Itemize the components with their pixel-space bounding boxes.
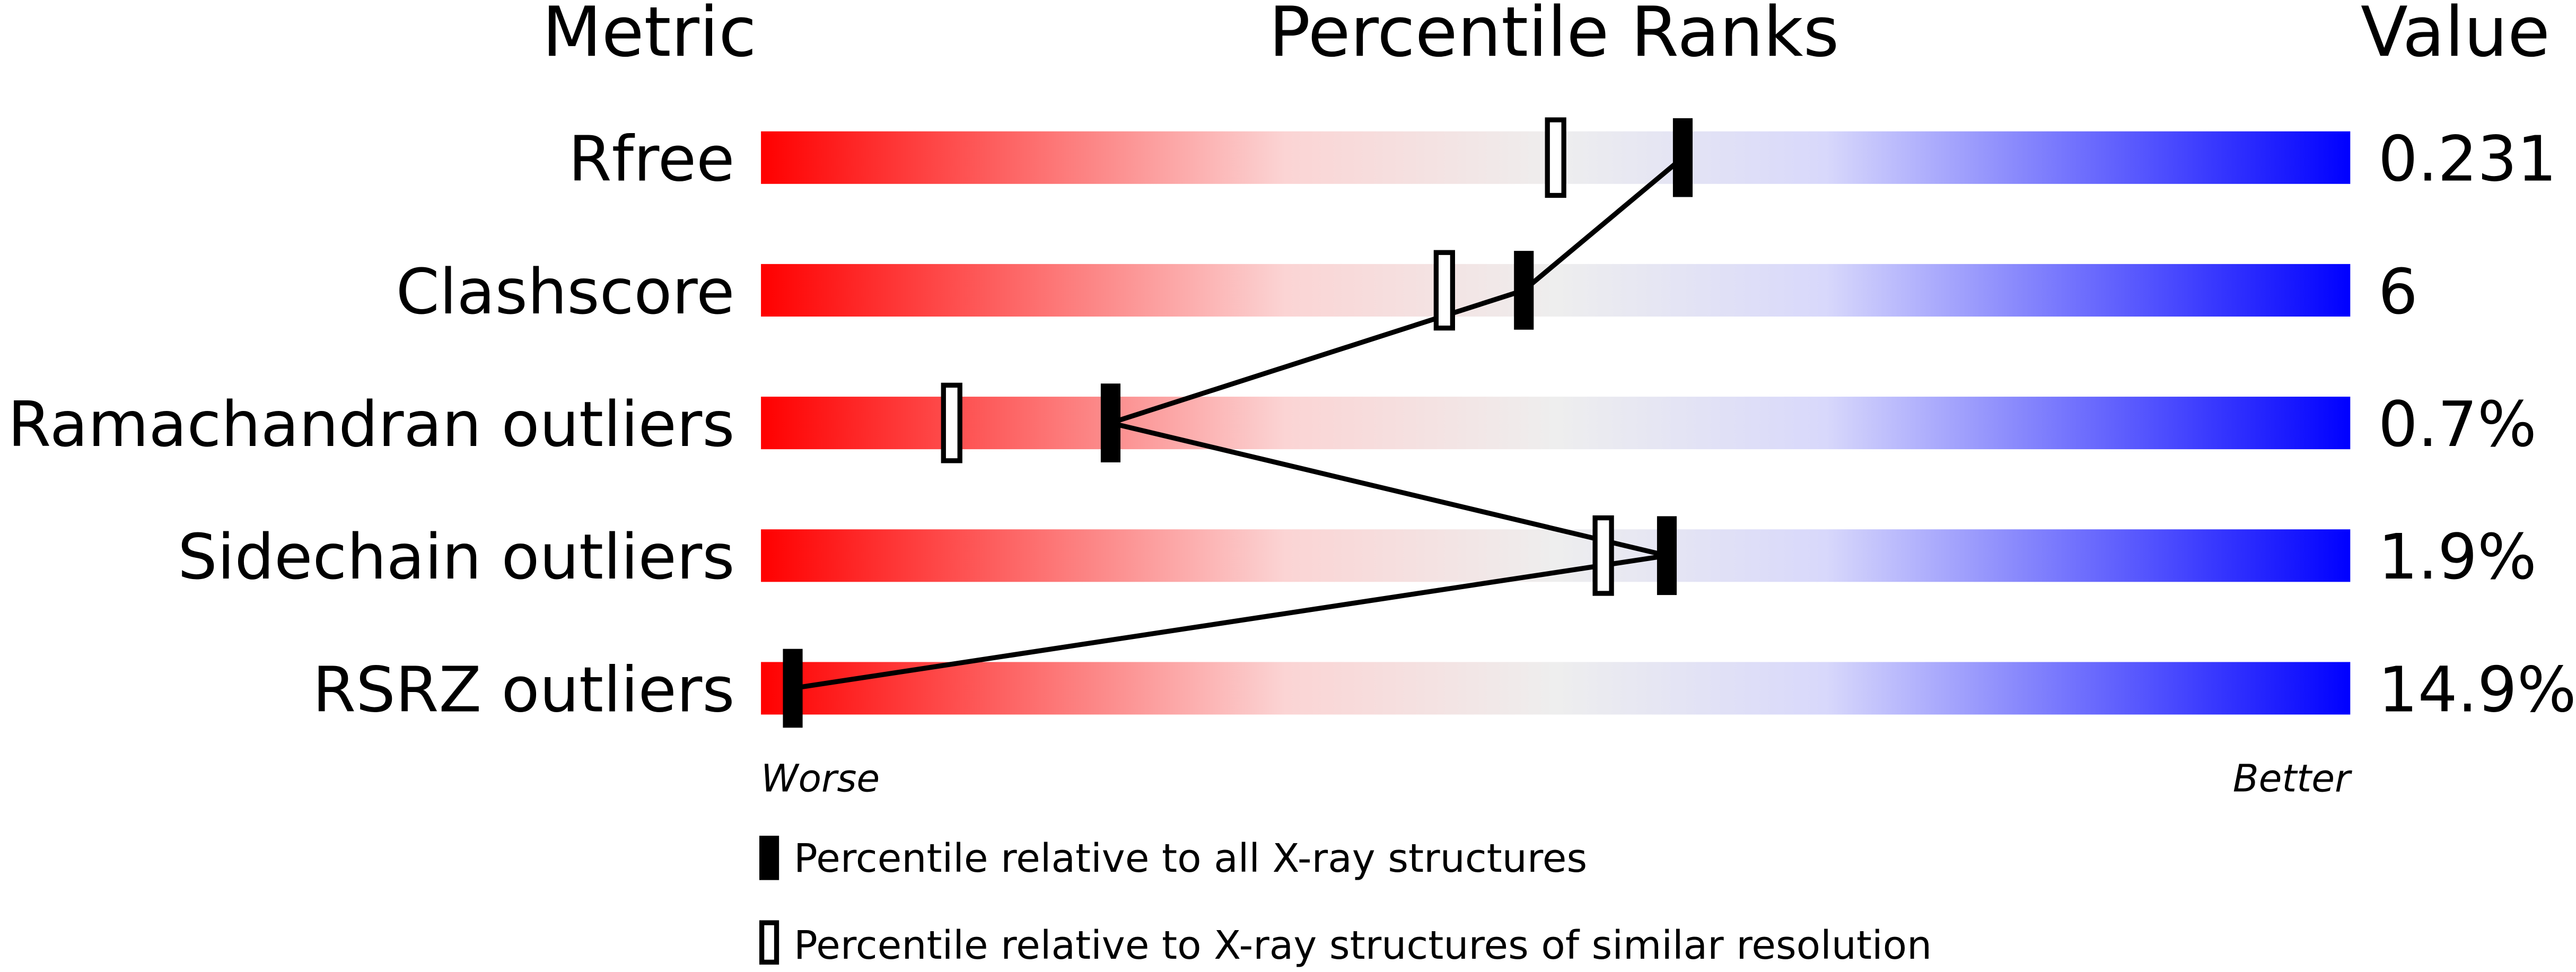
slider-bar [761,397,2351,450]
legend-label: Percentile relative to X-ray structures … [794,922,1932,968]
column-header: Metric [542,0,756,72]
column-header: Percentile Ranks [1269,0,1839,72]
legend-swatch [759,836,779,880]
metric-value: 0.231 [2378,123,2557,196]
percentile-marker-all [1100,383,1121,462]
axis-label-worse: Worse [761,756,880,800]
slider-bar [761,264,2351,317]
percentile-marker-all [1672,118,1693,197]
metric-value: 1.9% [2378,521,2537,593]
axis-label-better: Better [2233,756,2352,800]
percentile-marker-all [783,649,803,728]
metric-label: Rfree [568,123,735,196]
metric-label: Ramachandran outliers [8,388,735,461]
percentile-marker-similar [1592,515,1614,596]
column-header: Value [2361,0,2550,72]
metric-label: Sidechain outliers [178,521,734,593]
metric-value: 0.7% [2378,388,2537,461]
percentile-marker-all [1514,251,1534,330]
percentile-marker-similar [941,382,962,463]
metric-value: 6 [2378,256,2418,328]
percentile-marker-similar [1545,117,1566,198]
metric-label: Clashscore [396,256,735,328]
legend-label: Percentile relative to all X-ray structu… [794,835,1587,881]
percentile-marker-all [1657,516,1677,596]
percentile-marker-similar [1433,250,1456,331]
metric-value: 14.9% [2378,653,2576,726]
legend-swatch [759,920,779,965]
metric-label: RSRZ outliers [312,653,734,726]
slider-bar [761,662,2351,715]
